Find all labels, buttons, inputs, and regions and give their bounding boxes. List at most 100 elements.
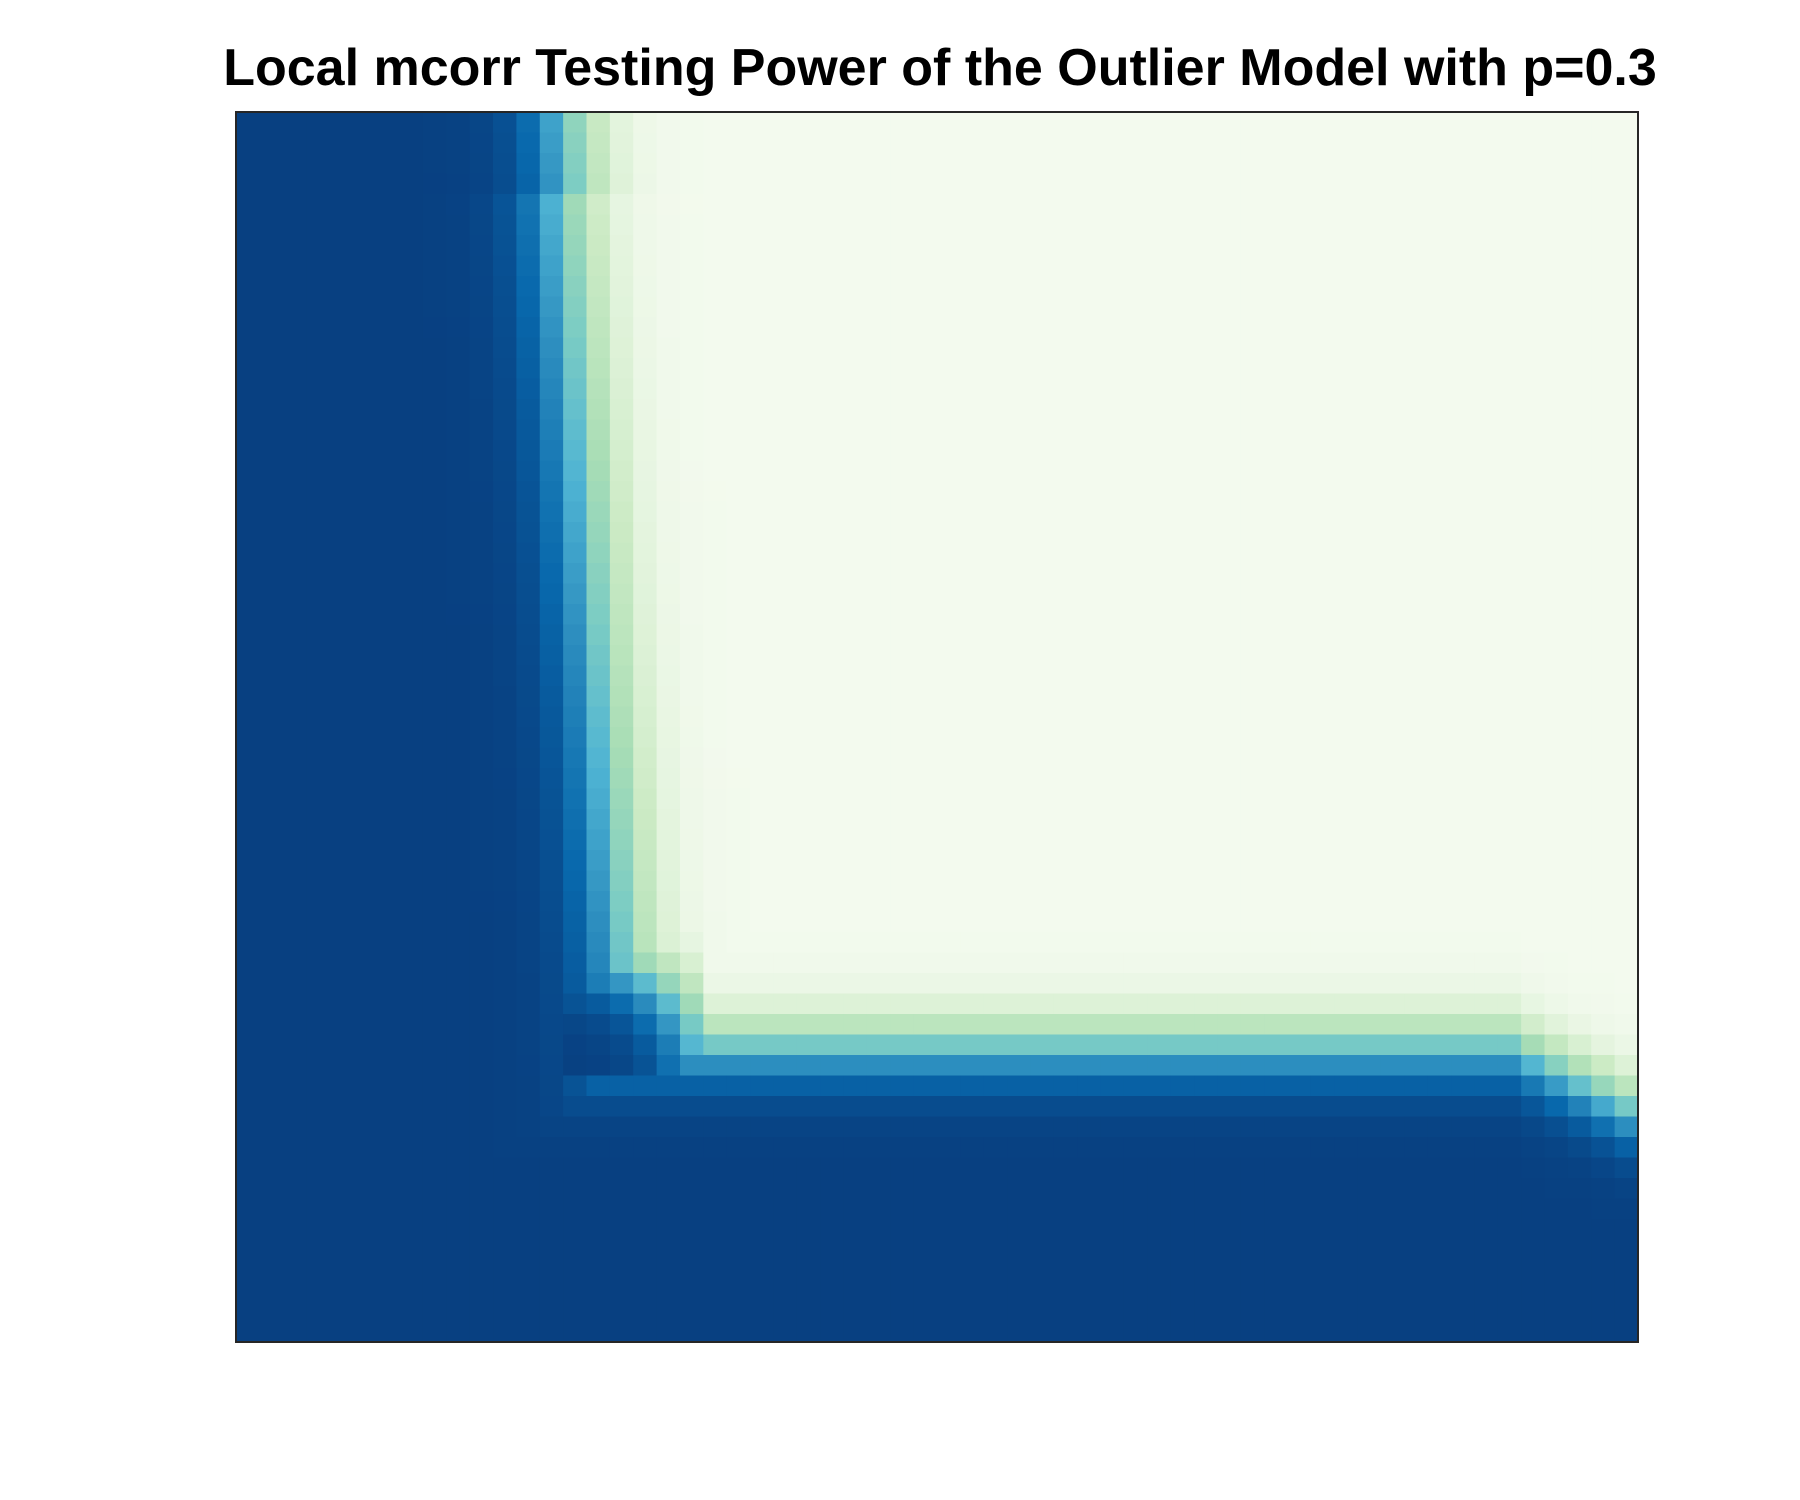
heatmap-cell	[1287, 583, 1312, 605]
heatmap-cell	[1451, 194, 1476, 216]
heatmap-cell	[1264, 235, 1289, 257]
heatmap-cell	[586, 1055, 611, 1077]
heatmap-cell	[1451, 153, 1476, 175]
heatmap-cell	[1147, 747, 1172, 769]
heatmap-cell	[352, 481, 377, 503]
heatmap-cell	[446, 1157, 471, 1179]
heatmap-cell	[422, 317, 447, 339]
heatmap-cell	[259, 481, 284, 503]
heatmap-cell	[1264, 1219, 1289, 1241]
heatmap-cell	[1007, 788, 1032, 810]
heatmap-cell	[726, 1219, 751, 1241]
heatmap-cell	[1427, 399, 1452, 421]
heatmap-cell	[866, 1301, 891, 1323]
heatmap-cell	[563, 563, 588, 585]
heatmap-cell	[376, 706, 401, 728]
heatmap-cell	[1474, 1157, 1499, 1179]
heatmap-cell	[913, 173, 938, 195]
heatmap-cell	[1194, 317, 1218, 339]
heatmap-cell	[399, 665, 424, 687]
heatmap-cell	[796, 378, 821, 400]
heatmap-cell	[563, 1034, 588, 1056]
heatmap-cell	[1030, 583, 1055, 605]
heatmap-cell	[329, 1219, 354, 1241]
heatmap-cell	[796, 829, 821, 851]
heatmap-cell	[236, 501, 260, 523]
heatmap-cell	[609, 665, 634, 687]
heatmap-cell	[656, 173, 681, 195]
heatmap-cell	[493, 973, 517, 995]
heatmap-cell	[726, 727, 751, 749]
heatmap-cell	[1053, 501, 1078, 523]
heatmap-cell	[352, 1219, 377, 1241]
heatmap-cell	[1614, 829, 1639, 851]
heatmap-cell	[937, 1260, 961, 1282]
heatmap-cell	[1240, 563, 1265, 585]
heatmap-cell	[1380, 1321, 1405, 1343]
heatmap-cell	[329, 665, 354, 687]
heatmap-cell	[259, 235, 284, 257]
heatmap-cell	[1521, 378, 1546, 400]
heatmap-cell	[703, 378, 728, 400]
heatmap-cell	[586, 706, 611, 728]
heatmap-cell	[1427, 1075, 1452, 1097]
heatmap-cell	[609, 276, 634, 298]
heatmap-cell	[1264, 1075, 1289, 1097]
heatmap-cell	[1170, 276, 1195, 298]
heatmap-cell	[633, 727, 658, 749]
heatmap-cell	[960, 706, 985, 728]
heatmap-cell	[1451, 276, 1476, 298]
heatmap-cell	[1310, 850, 1335, 872]
heatmap-cell	[750, 911, 775, 933]
heatmap-cell	[1310, 993, 1335, 1015]
heatmap-cell	[773, 891, 798, 913]
heatmap-cell	[516, 419, 541, 441]
heatmap-cell	[1614, 1198, 1639, 1220]
heatmap-cell	[913, 399, 938, 421]
heatmap-cell	[236, 460, 260, 482]
heatmap-cell	[469, 604, 494, 626]
heatmap-cell	[890, 809, 915, 831]
heatmap-cell	[843, 665, 868, 687]
heatmap-cell	[1007, 399, 1032, 421]
chart-title: Local mcorr Testing Power of the Outlier…	[223, 39, 1657, 97]
heatmap-cell	[1334, 153, 1359, 175]
heatmap-cell	[796, 153, 821, 175]
heatmap-cell	[352, 624, 377, 646]
heatmap-cell	[236, 358, 260, 380]
heatmap-cell	[259, 337, 284, 359]
heatmap-cell	[820, 727, 845, 749]
heatmap-cell	[352, 173, 377, 195]
heatmap-cell	[913, 317, 938, 339]
heatmap-cell	[609, 317, 634, 339]
heatmap-cell	[843, 1321, 868, 1343]
heatmap-cell	[1567, 829, 1592, 851]
heatmap-cell	[1614, 952, 1639, 974]
heatmap-cell	[1217, 911, 1242, 933]
heatmap-cell	[1217, 973, 1242, 995]
heatmap-cell	[890, 788, 915, 810]
heatmap-cell	[516, 1014, 541, 1036]
heatmap-cell	[1077, 563, 1102, 585]
heatmap-cell	[469, 809, 494, 831]
heatmap-cell	[937, 132, 961, 154]
heatmap-cell	[493, 624, 517, 646]
heatmap-cell	[1147, 809, 1172, 831]
heatmap-cell	[1357, 1096, 1382, 1118]
heatmap-cell	[1264, 1239, 1289, 1261]
heatmap-cell	[796, 563, 821, 585]
heatmap-cell	[866, 296, 891, 318]
heatmap-cell	[1521, 788, 1546, 810]
heatmap-cell	[329, 1301, 354, 1323]
heatmap-cell	[516, 747, 541, 769]
heatmap-cell	[539, 686, 564, 708]
heatmap-cell	[376, 604, 401, 626]
heatmap-cell	[1123, 194, 1148, 216]
heatmap-cell	[1123, 809, 1148, 831]
heatmap-cell	[236, 747, 260, 769]
heatmap-cell	[726, 153, 751, 175]
heatmap-cell	[679, 604, 704, 626]
heatmap-cell	[422, 665, 447, 687]
heatmap-cell	[820, 1096, 845, 1118]
